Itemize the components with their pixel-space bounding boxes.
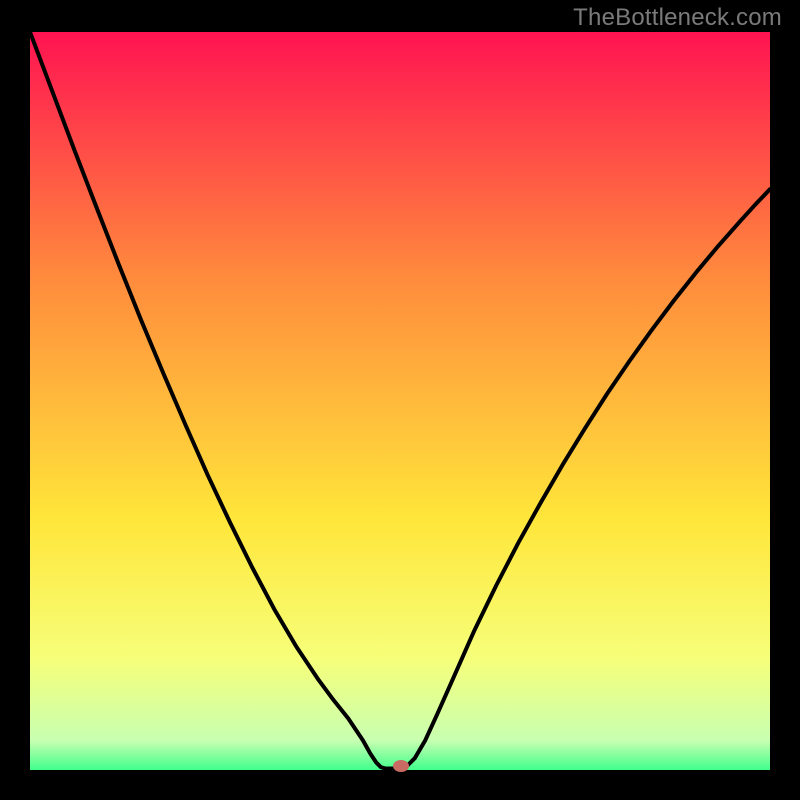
plot-area (30, 32, 770, 770)
optimal-point-marker (393, 760, 409, 772)
watermark-text: TheBottleneck.com (573, 4, 782, 32)
chart-frame: TheBottleneck.com (0, 0, 800, 800)
bottleneck-curve (30, 32, 770, 769)
curve-svg (30, 32, 770, 770)
